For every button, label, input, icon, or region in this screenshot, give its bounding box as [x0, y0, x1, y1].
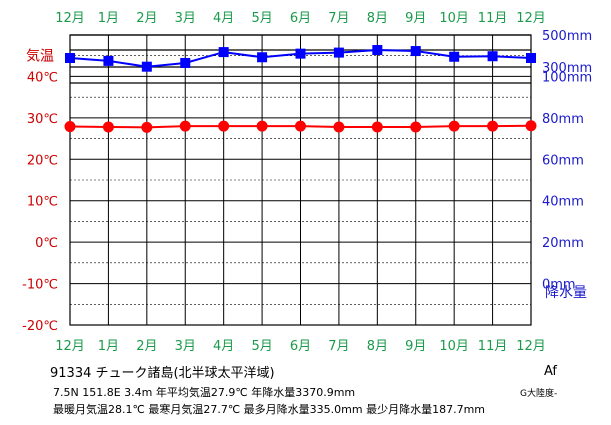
temperature-point	[525, 120, 537, 132]
precipitation-tick-label: 500mm	[542, 29, 592, 44]
temperature-point	[371, 121, 383, 133]
series-layer	[64, 45, 537, 133]
precipitation-point	[295, 48, 306, 59]
month-label-bottom: 6月	[290, 339, 311, 354]
precipitation-tick-label: 100mm	[542, 70, 592, 85]
month-label-bottom: 5月	[251, 339, 272, 354]
precipitation-tick-label: 40mm	[542, 195, 584, 210]
month-label-top: 11月	[478, 11, 508, 26]
plot-border	[69, 34, 532, 326]
temperature-point	[333, 121, 345, 133]
temperature-point	[256, 120, 268, 132]
precipitation-point	[180, 57, 191, 68]
temperature-tick-label: 30℃	[27, 112, 58, 127]
precipitation-point	[372, 45, 383, 56]
precipitation-point	[257, 52, 268, 63]
precipitation-point	[218, 47, 229, 58]
station-details-1: 7.5N 151.8E 3.4m 年平均気温27.9℃ 年降水量3370.9mm	[53, 386, 356, 399]
precipitation-point	[103, 55, 114, 66]
temperature-tick-label: 20℃	[27, 153, 58, 168]
climate-classification: Af	[544, 364, 558, 379]
top-month-labels: 12月 1月 2月 3月 4月 5月 6月 7月 8月 9月 10月 11月 12月	[55, 11, 546, 26]
station-title: 91334 チューク諸島(北半球太平洋域)	[50, 366, 275, 381]
precipitation-tick-label: 80mm	[542, 112, 584, 127]
month-label-bottom: 2月	[136, 339, 157, 354]
temperature-point	[295, 120, 306, 132]
month-label-bottom: 8月	[367, 339, 388, 354]
precipitation-point	[449, 51, 460, 62]
station-details-2: 最暖月気温28.1℃ 最寒月気温27.7℃ 最多月降水量335.0mm 最少月降…	[53, 403, 486, 416]
month-label-top: 7月	[328, 11, 349, 26]
precipitation-point	[487, 51, 498, 62]
bottom-month-labels: 12月 1月 2月 3月 4月 5月 6月 7月 8月 9月 10月 11月 12月	[55, 339, 546, 354]
temperature-tick-label: 10℃	[27, 195, 58, 210]
precipitation-tick-label: 0mm	[542, 278, 576, 293]
month-label-top: 5月	[251, 11, 272, 26]
month-label-top: 3月	[175, 11, 196, 26]
temperature-point	[218, 120, 230, 132]
temperature-tick-label: 0℃	[35, 236, 58, 251]
month-label-bottom: 4月	[213, 339, 234, 354]
climate-description: G大陸度-	[520, 389, 558, 399]
month-label-bottom: 12月	[55, 339, 85, 354]
precipitation-point	[65, 52, 75, 63]
temperature-tick-label: -10℃	[22, 278, 58, 293]
month-label-top: 10月	[439, 11, 469, 26]
precipitation-point	[526, 52, 536, 63]
month-label-top: 12月	[516, 11, 546, 26]
month-label-bottom: 1月	[98, 339, 119, 354]
month-label-top: 8月	[367, 11, 388, 26]
precipitation-point	[333, 47, 344, 58]
month-label-top: 1月	[98, 11, 119, 26]
month-label-bottom: 3月	[175, 339, 196, 354]
month-label-bottom: 12月	[516, 339, 546, 354]
month-label-bottom: 11月	[478, 339, 508, 354]
precipitation-tick-label: 60mm	[542, 153, 584, 168]
temperature-tick-label: -20℃	[22, 319, 58, 334]
temperature-axis: 気温 40℃ 30℃ 20℃ 10℃ 0℃ -10℃ -20℃	[22, 49, 58, 334]
month-label-top: 2月	[136, 11, 157, 26]
temperature-tick-label: 40℃	[27, 70, 58, 85]
precipitation-point	[141, 61, 152, 72]
month-label-bottom: 7月	[328, 339, 349, 354]
precipitation-axis-label: 降水量	[545, 285, 587, 301]
month-label-top: 9月	[405, 11, 426, 26]
temperature-point	[487, 120, 499, 132]
month-label-top: 12月	[55, 11, 85, 26]
temperature-point	[448, 120, 460, 132]
temperature-point	[141, 121, 153, 133]
temperature-point	[179, 120, 191, 132]
temperature-point	[102, 121, 114, 133]
temperature-axis-label: 気温	[26, 49, 54, 65]
precipitation-tick-label: 20mm	[542, 236, 584, 251]
month-label-bottom: 9月	[405, 339, 426, 354]
temperature-point	[410, 121, 422, 133]
month-label-bottom: 10月	[439, 339, 469, 354]
precipitation-point	[410, 46, 421, 57]
temperature-point	[64, 121, 76, 133]
chart-grid	[69, 34, 532, 326]
month-label-top: 4月	[213, 11, 234, 26]
precipitation-tick-label: 300mm	[542, 61, 592, 76]
month-label-top: 6月	[290, 11, 311, 26]
